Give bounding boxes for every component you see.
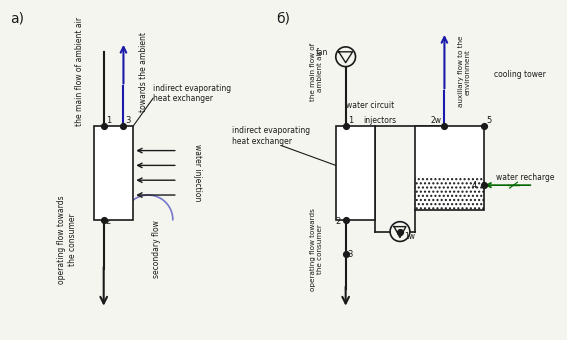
Text: 4: 4 <box>472 181 477 190</box>
Text: the main flow of ambient air: the main flow of ambient air <box>74 17 83 126</box>
Text: 3: 3 <box>348 250 353 259</box>
Bar <box>94 126 133 220</box>
Text: operating flow towards
the consumer: operating flow towards the consumer <box>310 208 323 291</box>
Text: operating flow towards
the consumer: operating flow towards the consumer <box>57 195 77 284</box>
Text: 2w: 2w <box>430 116 442 125</box>
Text: secondary flow: secondary flow <box>151 220 160 278</box>
Text: towards the ambient: towards the ambient <box>139 32 147 112</box>
Text: б): б) <box>277 11 290 25</box>
Text: indirect evaporating
heat exchanger: indirect evaporating heat exchanger <box>232 126 310 146</box>
Text: water recharge: water recharge <box>496 173 555 182</box>
Text: 2: 2 <box>105 217 111 226</box>
Bar <box>415 126 484 210</box>
Text: 1: 1 <box>348 116 353 125</box>
Text: а): а) <box>10 11 24 25</box>
Bar <box>415 176 484 210</box>
Text: 1w: 1w <box>404 233 415 241</box>
Text: water injection: water injection <box>193 143 202 201</box>
Text: indirect evaporating
heat exchanger: indirect evaporating heat exchanger <box>153 84 231 103</box>
Text: 5: 5 <box>486 116 491 125</box>
Text: 1: 1 <box>105 116 111 125</box>
Text: fan: fan <box>315 48 328 57</box>
Text: 2: 2 <box>336 217 341 226</box>
Text: the main flow of
ambient air: the main flow of ambient air <box>310 42 323 101</box>
Text: injectors: injectors <box>363 116 397 125</box>
Text: cooling tower: cooling tower <box>494 69 545 79</box>
Text: 3: 3 <box>125 116 131 125</box>
Bar <box>336 126 375 220</box>
Text: auxiliary flow to the
environment: auxiliary flow to the environment <box>458 36 471 107</box>
Text: water circuit: water circuit <box>346 101 395 110</box>
